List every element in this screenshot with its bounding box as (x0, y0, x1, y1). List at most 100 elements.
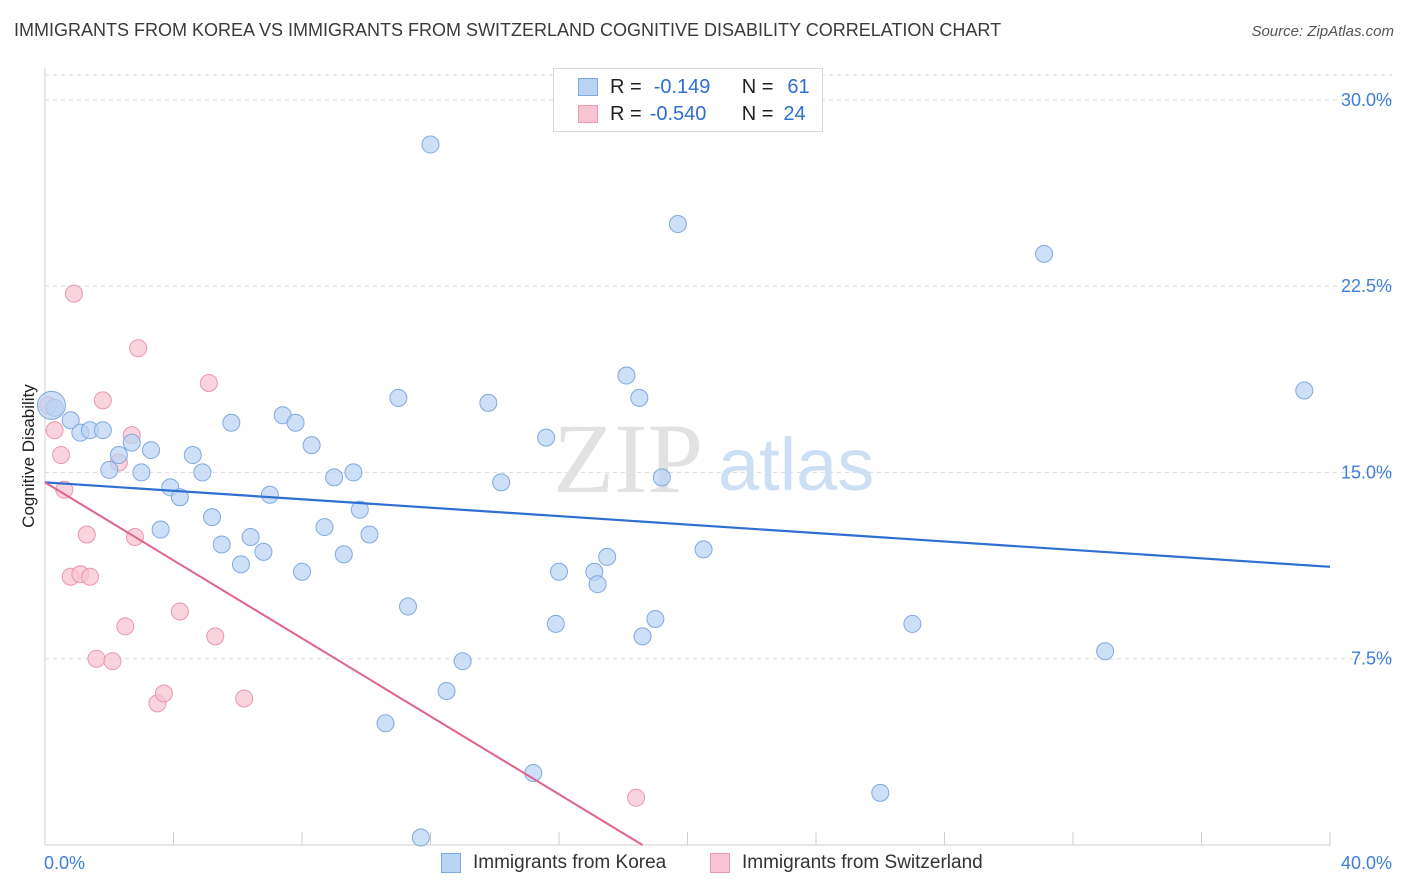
chart-source: Source: ZipAtlas.com (1251, 23, 1394, 40)
point-switzerland (93, 391, 112, 410)
point-korea (871, 783, 890, 802)
point-korea (492, 473, 511, 492)
point-switzerland (206, 627, 225, 646)
point-korea (100, 460, 119, 479)
trend-line-switzerland (44, 481, 644, 846)
point-korea (1035, 244, 1054, 263)
point-korea (437, 682, 456, 700)
point-korea (36, 390, 66, 420)
point-korea (293, 562, 311, 581)
point-korea (350, 500, 369, 519)
point-switzerland (52, 446, 71, 465)
point-korea (302, 436, 321, 455)
legend-n-label: N = (741, 75, 774, 98)
x-tick-label: 40.0% (1341, 853, 1392, 873)
point-korea (453, 652, 472, 671)
point-switzerland (199, 374, 218, 392)
point-korea (325, 468, 344, 487)
chart-title: IMMIGRANTS FROM KOREA VS IMMIGRANTS FROM… (14, 20, 1002, 40)
point-korea (546, 614, 565, 633)
legend-n-value-switzerland: 24 (783, 102, 806, 125)
point-korea (260, 485, 279, 504)
tick-labels: 7.5% 15.0% 22.5% 30.0% 0.0% 40.0% (44, 90, 1392, 873)
bottom-legend-switzerland: Immigrants from Switzerland (710, 852, 983, 874)
y-tick-label: 30.0% (1341, 90, 1392, 110)
watermark: ZIP atlas (553, 403, 874, 514)
watermark-atlas: atlas (718, 423, 874, 506)
legend-row-switzerland: R = -0.540 N = 24 (578, 101, 806, 127)
point-korea (646, 609, 665, 628)
point-korea (668, 215, 687, 234)
point-switzerland (64, 284, 83, 303)
point-korea (132, 463, 151, 482)
grid-layer (45, 74, 1392, 660)
bottom-legend-label-switzerland: Immigrants from Switzerland (742, 852, 983, 873)
legend-swatch-switzerland (578, 105, 598, 123)
bottom-legend-swatch-korea (441, 853, 461, 873)
point-switzerland (80, 567, 99, 586)
point-korea (903, 614, 922, 633)
point-switzerland (103, 652, 122, 671)
y-tick-label: 22.5% (1341, 276, 1392, 296)
point-korea (630, 388, 649, 407)
bottom-legend-label-korea: Immigrants from Korea (473, 852, 667, 873)
series-korea (36, 135, 1314, 847)
point-korea (550, 562, 568, 581)
point-korea (652, 468, 671, 487)
point-korea (193, 463, 212, 482)
point-korea (122, 433, 141, 452)
point-korea (231, 555, 250, 574)
watermark-zip: ZIP (553, 403, 703, 514)
point-korea (344, 463, 363, 482)
legend-n-value-korea: 61 (787, 75, 810, 98)
point-korea (1096, 642, 1115, 661)
y-tick-label: 15.0% (1341, 462, 1392, 482)
point-korea (617, 366, 636, 385)
point-korea (151, 520, 170, 539)
point-korea (142, 441, 161, 460)
point-korea (286, 413, 305, 432)
point-switzerland (154, 684, 173, 703)
point-korea (399, 597, 418, 616)
legend-r-label: R = (610, 102, 642, 125)
point-switzerland (235, 689, 254, 708)
y-axis-title: Cognitive Disability (19, 384, 38, 528)
point-korea (421, 135, 440, 154)
point-korea (479, 393, 498, 412)
trend-lines (44, 481, 1331, 846)
point-switzerland (45, 421, 64, 440)
point-switzerland (627, 788, 646, 807)
correlation-legend: R = -0.149 N = 61 R = -0.540 N = 24 (553, 68, 823, 132)
trend-line-korea (44, 481, 1331, 568)
point-korea (203, 508, 222, 527)
point-korea (376, 714, 395, 733)
legend-r-value-switzerland: -0.540 (649, 102, 707, 125)
point-korea (537, 428, 556, 447)
point-korea (109, 446, 128, 465)
legend-n-label: N = (741, 102, 774, 125)
point-korea (633, 627, 652, 646)
point-korea (93, 421, 112, 440)
legend-r-value-korea: -0.149 (653, 75, 711, 98)
point-switzerland (87, 649, 106, 668)
axis-layer (44, 68, 1331, 846)
legend-swatch-korea (578, 78, 598, 96)
point-korea (315, 518, 334, 537)
point-korea (1295, 381, 1314, 400)
point-korea (61, 411, 80, 430)
point-korea (588, 575, 607, 594)
bottom-legend-swatch-switzerland (710, 853, 730, 873)
point-korea (241, 528, 260, 546)
y-tick-label: 7.5% (1351, 649, 1392, 669)
point-korea (694, 540, 713, 559)
point-korea (360, 525, 379, 544)
bottom-legend-korea: Immigrants from Korea (441, 852, 666, 874)
legend-row-korea: R = -0.149 N = 61 (578, 74, 810, 100)
point-korea (254, 542, 273, 561)
point-korea (222, 413, 241, 432)
legend-r-label: R = (610, 75, 642, 98)
point-korea (389, 388, 408, 407)
point-korea (334, 545, 353, 564)
point-korea (598, 547, 617, 566)
